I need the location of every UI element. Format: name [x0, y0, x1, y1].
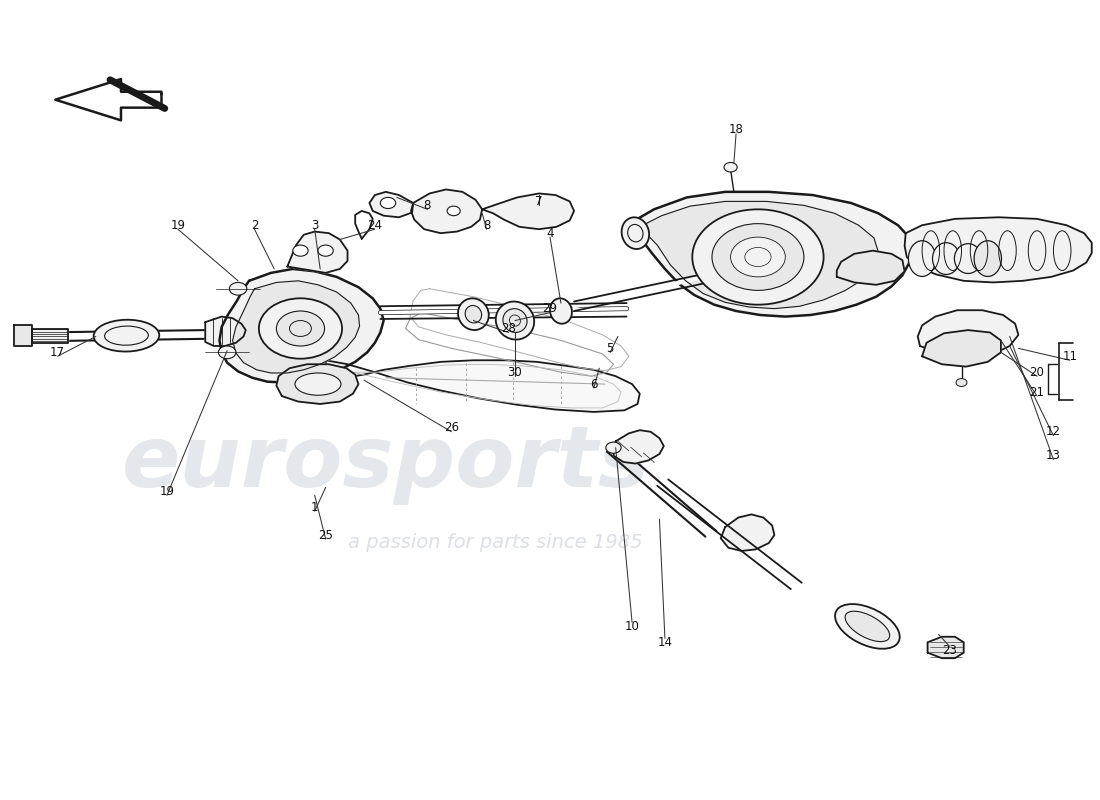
Text: 19: 19 [170, 218, 186, 232]
Text: 8: 8 [483, 218, 491, 232]
Ellipse shape [975, 241, 1001, 277]
Text: 19: 19 [160, 485, 175, 498]
Polygon shape [32, 329, 68, 342]
Text: 24: 24 [367, 218, 383, 232]
Polygon shape [640, 202, 878, 309]
Circle shape [712, 224, 804, 290]
Polygon shape [370, 192, 414, 218]
Text: 6: 6 [590, 378, 597, 390]
Polygon shape [927, 637, 964, 658]
Text: 29: 29 [542, 302, 558, 315]
Polygon shape [904, 218, 1091, 282]
Ellipse shape [465, 306, 482, 323]
Ellipse shape [550, 298, 572, 324]
Ellipse shape [458, 298, 488, 330]
Text: eurosports: eurosports [122, 422, 650, 505]
Polygon shape [276, 364, 359, 404]
Text: a passion for parts since 1985: a passion for parts since 1985 [348, 534, 642, 553]
Circle shape [258, 298, 342, 358]
Polygon shape [13, 326, 32, 346]
Text: 2: 2 [251, 218, 258, 232]
Circle shape [724, 162, 737, 172]
Text: 12: 12 [1046, 426, 1060, 438]
Polygon shape [55, 79, 162, 120]
Polygon shape [837, 250, 904, 285]
Circle shape [229, 282, 246, 295]
Text: 7: 7 [536, 195, 542, 208]
Polygon shape [287, 231, 348, 273]
Circle shape [381, 198, 396, 209]
Text: 17: 17 [50, 346, 65, 359]
Circle shape [293, 245, 308, 256]
Ellipse shape [933, 242, 960, 274]
Circle shape [276, 311, 324, 346]
Polygon shape [917, 310, 1019, 356]
Polygon shape [922, 330, 1001, 366]
Ellipse shape [104, 326, 148, 345]
Text: 13: 13 [1046, 449, 1060, 462]
Circle shape [956, 378, 967, 386]
Text: 1: 1 [311, 501, 318, 514]
Text: 23: 23 [942, 644, 957, 657]
Text: 21: 21 [1030, 386, 1045, 398]
Text: 10: 10 [625, 620, 639, 633]
Polygon shape [220, 269, 384, 382]
Circle shape [606, 442, 621, 454]
Polygon shape [326, 360, 640, 412]
Polygon shape [614, 430, 663, 463]
Text: 3: 3 [311, 218, 318, 232]
Circle shape [219, 346, 235, 358]
Circle shape [730, 237, 785, 277]
Text: 14: 14 [658, 636, 672, 649]
Ellipse shape [845, 611, 890, 642]
Ellipse shape [496, 302, 535, 339]
Ellipse shape [909, 241, 936, 277]
Text: 8: 8 [424, 199, 431, 212]
Ellipse shape [295, 373, 341, 395]
Polygon shape [482, 194, 574, 229]
Ellipse shape [955, 244, 982, 274]
Text: 11: 11 [1063, 350, 1077, 363]
Text: 5: 5 [606, 342, 614, 355]
Circle shape [447, 206, 460, 216]
Text: 30: 30 [507, 366, 522, 378]
Polygon shape [206, 317, 245, 346]
Ellipse shape [621, 218, 649, 249]
Ellipse shape [835, 604, 900, 649]
Text: 28: 28 [500, 322, 516, 335]
Polygon shape [720, 514, 774, 551]
Polygon shape [411, 190, 482, 233]
Text: 25: 25 [318, 529, 333, 542]
Polygon shape [627, 192, 911, 317]
Circle shape [318, 245, 333, 256]
Polygon shape [232, 281, 360, 373]
Text: 20: 20 [1030, 366, 1045, 378]
Text: 4: 4 [547, 226, 553, 240]
Text: 18: 18 [728, 123, 744, 136]
Circle shape [692, 210, 824, 305]
Ellipse shape [94, 320, 160, 351]
Text: 26: 26 [444, 422, 459, 434]
Ellipse shape [503, 309, 527, 333]
